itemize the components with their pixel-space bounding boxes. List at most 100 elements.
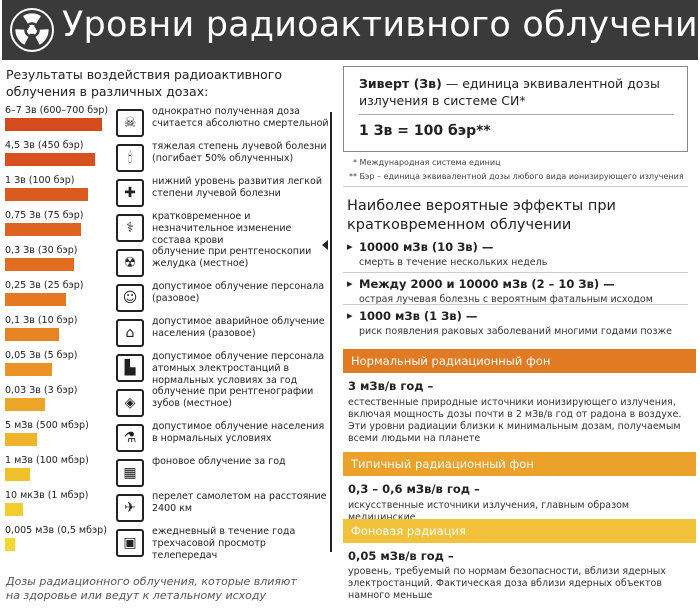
dose-effect-icon: ☠ bbox=[116, 109, 144, 137]
definition-term: Зиверт (Зв) bbox=[359, 76, 442, 91]
definition-box: Зиверт (Зв) — единица эквивалентной дозы… bbox=[343, 66, 688, 152]
dose-row: 5 мЗв (500 мбэр) ⚗ допустимое облучение на… bbox=[0, 420, 330, 456]
dose-value: 0,3 Зв (30 бэр) bbox=[5, 245, 78, 256]
dose-row: 4,5 Зв (450 бэр) 🕯 тяжелая степень лучевой… bbox=[0, 140, 330, 176]
dose-value: 1 мЗв (100 мбэр) bbox=[5, 455, 89, 466]
dose-row: 0,05 Зв (5 бэр) ▙ допустимое облучение пер… bbox=[0, 350, 330, 386]
section-divider bbox=[343, 186, 688, 187]
dose-description: нижний уровень развития легкой степени л… bbox=[152, 176, 323, 199]
effect-description: риск появления раковых заболеваний многи… bbox=[359, 326, 672, 337]
footnote-si: * Международная система единиц bbox=[353, 158, 501, 167]
dose-bar bbox=[5, 118, 102, 131]
rate-background-radiation: 0,05 мЗв/в год – bbox=[348, 549, 454, 563]
dose-description: допустимое облучение населения в нормаль… bbox=[152, 421, 325, 444]
dose-value: 0,25 Зв (25 бэр) bbox=[5, 280, 84, 291]
dose-description: однократно полученная доза считается абс… bbox=[152, 106, 329, 129]
dose-row: 0,75 Зв (75 бэр) ⚕ кратковременное и незна… bbox=[0, 210, 330, 246]
dose-effect-icon: ▦ bbox=[116, 459, 144, 487]
dose-bar bbox=[5, 328, 59, 341]
band-typical-background: Типичный радиационный фон bbox=[343, 452, 696, 476]
footnote-ber: ** Бэр – единица эквивалентной дозы любо… bbox=[349, 172, 684, 181]
effect-item: Между 2000 и 10000 мЗв (2 – 10 Зв) — ост… bbox=[347, 277, 687, 305]
dose-description: облучение при рентгеноскопии желудка (ме… bbox=[152, 246, 312, 269]
definition-body: — единица эквивалентной дозы излучения в… bbox=[359, 76, 660, 108]
dose-value: 0,03 Зв (3 бэр) bbox=[5, 385, 78, 396]
dose-bar bbox=[5, 223, 81, 236]
dose-effect-icon: ☢ bbox=[116, 249, 144, 277]
definition-text: Зиверт (Зв) — единица эквивалентной дозы… bbox=[359, 75, 679, 109]
radiation-icon bbox=[10, 8, 54, 52]
bracket-arrow bbox=[322, 240, 328, 250]
dose-bar bbox=[5, 258, 74, 271]
effect-divider bbox=[343, 304, 688, 305]
page-title: Уровни радиоактивного облучения bbox=[62, 5, 700, 45]
dose-effect-icon: ✈ bbox=[116, 494, 144, 522]
dose-row: 0,25 Зв (25 бэр) ☺ допустимое облучение пе… bbox=[0, 280, 330, 316]
effect-heading: Между 2000 и 10000 мЗв (2 – 10 Зв) — bbox=[347, 277, 687, 291]
dose-effect-icon: ⌂ bbox=[116, 319, 144, 347]
dose-value: 1 Зв (100 бэр) bbox=[5, 175, 75, 186]
dose-effect-icon: ✚ bbox=[116, 179, 144, 207]
dose-description: допустимое облучение персонала атомных э… bbox=[152, 351, 325, 386]
dose-effect-icon: ▙ bbox=[116, 354, 144, 382]
dose-value: 0,1 Зв (10 бэр) bbox=[5, 315, 78, 326]
band-background-radiation: Фоновая радиация bbox=[343, 519, 696, 543]
definition-divider bbox=[359, 114, 674, 115]
left-footnote: Дозы радиационного облучения, которые вл… bbox=[6, 575, 297, 602]
effect-heading: 1000 мЗв (1 Зв) — bbox=[347, 309, 687, 323]
dose-bar bbox=[5, 398, 45, 411]
dose-description: допустимое облучение персонала (разовое) bbox=[152, 281, 325, 304]
dose-description: кратковременное и незначительное изменен… bbox=[152, 211, 292, 246]
dose-value: 0,75 Зв (75 бэр) bbox=[5, 210, 84, 221]
dose-value: 5 мЗв (500 мбэр) bbox=[5, 420, 89, 431]
dose-bar bbox=[5, 363, 52, 376]
dose-bar bbox=[5, 293, 66, 306]
dose-row: 1 мЗв (100 мбэр) ▦ фоновое облучение за го… bbox=[0, 455, 330, 491]
dose-effect-icon: ◈ bbox=[116, 389, 144, 417]
effects-title: Наиболее вероятные эффекты при кратковре… bbox=[347, 198, 616, 233]
dose-row: 0,3 Зв (30 бэр) ☢ облучение при рентгеноск… bbox=[0, 245, 330, 281]
dose-row: 0,1 Зв (10 бэр) ⌂ допустимое аварийное обл… bbox=[0, 315, 330, 351]
dose-row: 1 Зв (100 бэр) ✚ нижний уровень развития л… bbox=[0, 175, 330, 211]
dose-description: допустимое аварийное облучение населения… bbox=[152, 316, 325, 339]
dose-value: 6–7 Зв (600–700 бэр) bbox=[5, 105, 109, 116]
dose-row: 10 мкЗв (1 мбэр) ✈ перелет самолетом на ра… bbox=[0, 490, 330, 526]
dose-effect-icon: 🕯 bbox=[116, 144, 144, 172]
dose-effect-icon: ☺ bbox=[116, 284, 144, 312]
header-banner: Уровни радиоактивного облучения bbox=[2, 0, 700, 60]
effect-divider bbox=[343, 272, 688, 273]
dose-row: 6–7 Зв (600–700 бэр) ☠ однократно полученн… bbox=[0, 105, 330, 141]
effect-heading: 10000 мЗв (10 Зв) — bbox=[347, 240, 687, 254]
rate-typical-description: искусственные источники излучения, главн… bbox=[348, 500, 630, 523]
dose-bar bbox=[5, 538, 15, 551]
dose-description: фоновое облучение за год bbox=[152, 456, 286, 467]
dose-effect-icon: ⚗ bbox=[116, 424, 144, 452]
dose-bar bbox=[5, 188, 88, 201]
dose-value: 10 мкЗв (1 мбэр) bbox=[5, 490, 89, 501]
effect-item: 1000 мЗв (1 Зв) — риск появления раковых… bbox=[347, 309, 687, 337]
dose-description: тяжелая степень лучевой болезни (погибае… bbox=[152, 141, 327, 164]
effect-description: смерть в течение нескольких недель bbox=[359, 257, 548, 268]
rate-typical-background: 0,3 – 0,6 мЗв/в год – bbox=[348, 482, 480, 496]
dose-value: 0,05 Зв (5 бэр) bbox=[5, 350, 78, 361]
dose-bar bbox=[5, 503, 23, 516]
band-normal-background: Нормальный радиационный фон bbox=[343, 349, 696, 373]
dose-description: облучение при рентгенографии зубов (мест… bbox=[152, 386, 314, 409]
bracket-line bbox=[325, 112, 332, 552]
dose-value: 4,5 Зв (450 бэр) bbox=[5, 140, 84, 151]
effect-description: острая лучевая болезнь с вероятным фатал… bbox=[359, 294, 653, 305]
dose-row: 0,005 мЗв (0,5 мбэр) ▣ ежедневный в течени… bbox=[0, 525, 330, 561]
dose-bar bbox=[5, 153, 95, 166]
dose-value: 0,005 мЗв (0,5 мбэр) bbox=[5, 525, 107, 536]
rate-background-description: уровень, требуемый по нормам безопасност… bbox=[348, 566, 666, 601]
dose-bar bbox=[5, 468, 30, 481]
dose-bar bbox=[5, 433, 37, 446]
dose-effect-icon: ⚕ bbox=[116, 214, 144, 242]
left-section-title: Результаты воздействия радиоактивного об… bbox=[6, 67, 282, 99]
rate-normal-background: 3 мЗв/в год – bbox=[348, 379, 434, 393]
effect-item: 10000 мЗв (10 Зв) — смерть в течение нес… bbox=[347, 240, 687, 268]
rate-normal-description: естественные природные источники ионизир… bbox=[348, 397, 682, 444]
dose-description: перелет самолетом на расстояние 2400 км bbox=[152, 491, 327, 514]
definition-equation: 1 Зв = 100 бэр** bbox=[359, 123, 491, 139]
dose-effect-icon: ▣ bbox=[116, 529, 144, 557]
